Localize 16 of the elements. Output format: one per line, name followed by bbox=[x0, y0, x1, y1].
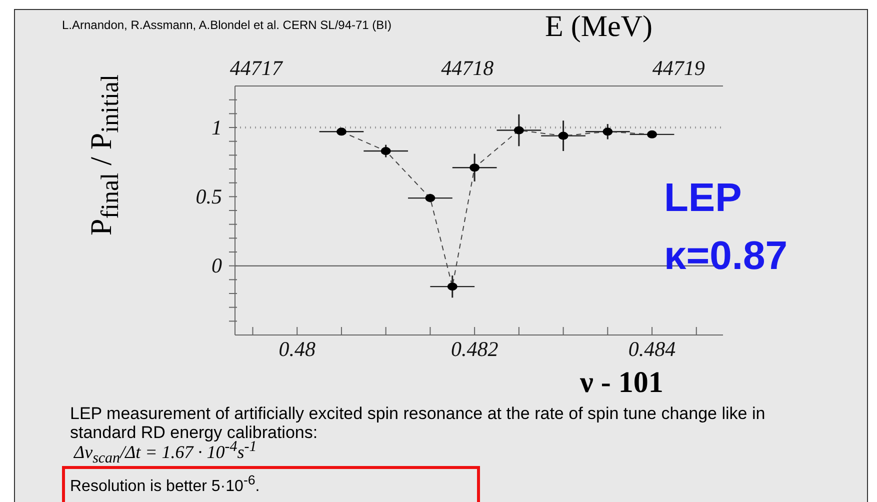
y-tick-label: 0.5 bbox=[196, 184, 222, 210]
x-tick-label: 0.484 bbox=[628, 336, 676, 361]
text: L.Arnandon, R.Assmann, A.Blondel et al. CERN SL/94-71 (BI) bbox=[62, 18, 392, 32]
x2-tick-label: 44718 bbox=[441, 56, 494, 81]
x2-axis-title: E (MeV) bbox=[545, 10, 652, 43]
y-tick-label: 1 bbox=[212, 115, 222, 140]
text: LEP measurement of artificially excited spin resonance at the rate of spin tune change like in standard RD energy calibrations: bbox=[70, 404, 766, 442]
annotation: κ=0.87 bbox=[664, 234, 788, 278]
x-tick-label: 0.482 bbox=[450, 336, 499, 361]
text: Resolution is better 5·10$^{-6}$. bbox=[70, 473, 260, 496]
x2-tick-label: 44719 bbox=[652, 56, 705, 81]
y-tick-label: 0 bbox=[212, 253, 222, 278]
x2-tick-label: 44717 bbox=[230, 56, 282, 81]
x-axis-title: ν - 101 bbox=[580, 366, 664, 399]
x-tick-label: 0.48 bbox=[278, 336, 316, 361]
annotation: LEP bbox=[664, 176, 742, 220]
